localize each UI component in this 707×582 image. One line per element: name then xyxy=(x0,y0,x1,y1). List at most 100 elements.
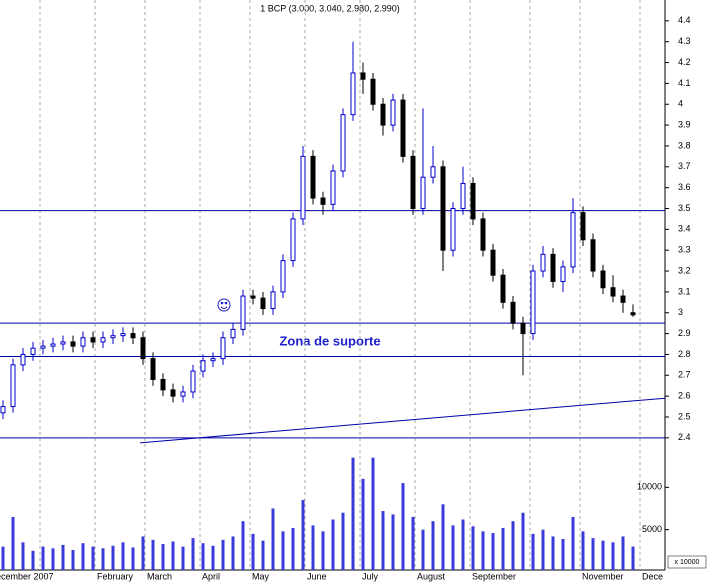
volume-bar xyxy=(481,531,485,570)
volume-bar xyxy=(471,526,475,570)
x-tick-label: March xyxy=(147,571,172,581)
volume-unit: x 10000 xyxy=(675,559,700,566)
volume-bar xyxy=(311,525,315,570)
volume-bar xyxy=(551,536,555,570)
candle-body xyxy=(520,322,526,335)
y-tick-label: 3.8 xyxy=(678,140,691,150)
candle-body xyxy=(200,360,206,372)
candle-body xyxy=(90,337,96,343)
x-tick-label: August xyxy=(417,571,446,581)
volume-bar xyxy=(291,527,295,570)
candle-body xyxy=(20,353,26,366)
volume-bar xyxy=(271,508,275,570)
volume-bar xyxy=(31,550,35,570)
volume-bar xyxy=(221,539,225,570)
volume-bar xyxy=(561,538,565,570)
volume-bar xyxy=(211,545,215,570)
volume-bar xyxy=(401,483,405,570)
y-tick-label: 4 xyxy=(678,99,683,109)
x-tick-label: May xyxy=(252,571,270,581)
candle-body xyxy=(420,176,426,209)
volume-bar xyxy=(461,519,465,570)
candle-body xyxy=(490,249,496,276)
candle-body xyxy=(500,274,506,303)
x-tick-label: February xyxy=(97,571,134,581)
candle-body xyxy=(130,333,136,339)
y-tick-label: 3.9 xyxy=(678,119,691,129)
candle-body xyxy=(120,333,126,337)
volume-bar xyxy=(441,504,445,570)
y-tick-label: 4.1 xyxy=(678,78,691,88)
candle-body xyxy=(350,72,356,116)
candle-body xyxy=(110,335,116,339)
unit-box xyxy=(667,555,707,569)
volume-bar xyxy=(121,542,125,570)
candle-body xyxy=(580,212,586,241)
volume-bar xyxy=(301,500,305,570)
volume-bar xyxy=(71,549,75,570)
volume-bar xyxy=(611,542,615,570)
volume-bar xyxy=(91,546,95,570)
y-tick-label: 2.4 xyxy=(678,432,691,442)
volume-bar xyxy=(171,541,175,570)
candle-body xyxy=(620,295,626,303)
x-tick-label: June xyxy=(307,571,327,581)
y-tick-label: 2.9 xyxy=(678,328,691,338)
volume-bar xyxy=(181,546,185,570)
volume-bar xyxy=(411,516,415,570)
y-tick-label: 3.3 xyxy=(678,245,691,255)
volume-bar xyxy=(431,521,435,570)
volume-bar xyxy=(81,543,85,570)
candle-body xyxy=(360,72,366,80)
candle-body xyxy=(590,239,596,272)
volume-tick-label: 10000 xyxy=(637,482,662,492)
candle-body xyxy=(260,297,266,310)
volume-bar xyxy=(491,533,495,570)
volume-bar xyxy=(581,531,585,570)
volume-bar xyxy=(141,536,145,570)
candle-body xyxy=(180,391,186,397)
candle-body xyxy=(10,364,16,408)
candle-body xyxy=(540,253,546,272)
candle-body xyxy=(270,291,276,310)
volume-bar xyxy=(131,547,135,570)
candle-body xyxy=(160,378,166,391)
volume-bar xyxy=(541,529,545,570)
candle-body xyxy=(140,337,146,360)
candle-body xyxy=(410,155,416,209)
volume-bar xyxy=(381,511,385,570)
volume-bar xyxy=(151,539,155,570)
candle-body xyxy=(430,166,436,178)
candle-body xyxy=(460,182,466,209)
y-tick-label: 4.4 xyxy=(678,15,691,25)
volume-bar xyxy=(501,527,505,570)
volume-bar xyxy=(201,543,205,570)
candle-body xyxy=(610,287,616,297)
annotation: Zona de suporte xyxy=(279,333,380,348)
candle-body xyxy=(510,301,516,324)
volume-bar xyxy=(11,516,15,570)
y-tick-label: 2.6 xyxy=(678,391,691,401)
x-tick-label: ecember 2007 xyxy=(0,571,54,581)
volume-bar xyxy=(61,544,65,570)
candle-body xyxy=(550,253,556,282)
candle-body xyxy=(530,270,536,335)
candle-body xyxy=(480,218,486,251)
candle-body xyxy=(150,358,156,380)
volume-bar xyxy=(281,531,285,570)
volume-bar xyxy=(511,521,515,570)
volume-bar xyxy=(21,542,25,570)
volume-bar xyxy=(571,516,575,570)
volume-bar xyxy=(371,457,375,570)
volume-bar xyxy=(111,545,115,570)
volume-bar xyxy=(351,457,355,570)
candle-body xyxy=(70,341,76,347)
candle-body xyxy=(230,328,236,339)
candle-body xyxy=(560,266,566,282)
candle-body xyxy=(190,370,196,393)
candle-body xyxy=(40,345,46,349)
y-tick-label: 3.2 xyxy=(678,265,691,275)
volume-bar xyxy=(521,512,525,570)
volume-bar xyxy=(601,540,605,570)
